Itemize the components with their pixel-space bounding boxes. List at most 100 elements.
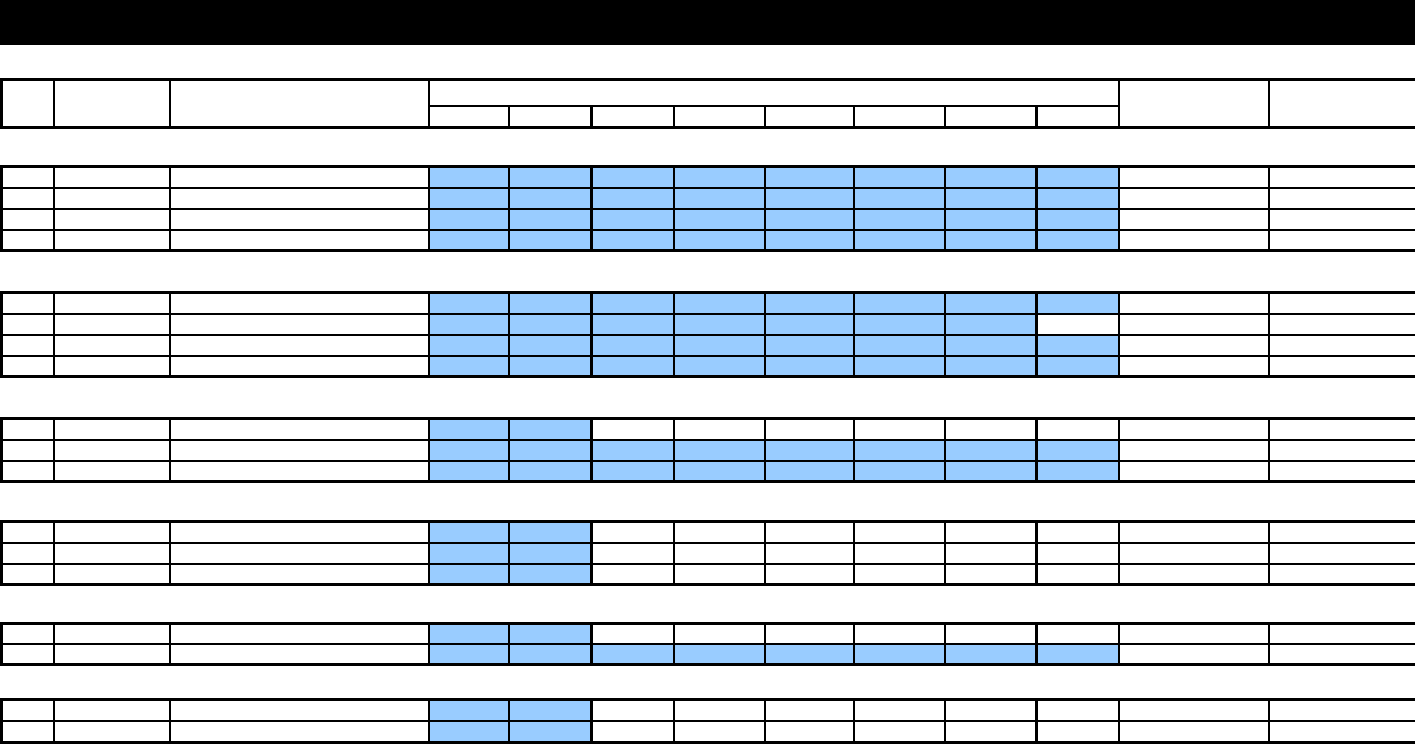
gantt-bar-cell bbox=[427, 438, 510, 462]
status-cell bbox=[1117, 312, 1270, 336]
status-cell bbox=[1117, 541, 1270, 565]
task-name-cell bbox=[52, 562, 171, 586]
notes-cell bbox=[1267, 186, 1415, 210]
gantt-bar-cell bbox=[590, 333, 675, 357]
gantt-bar-cell bbox=[427, 333, 510, 357]
notes-cell bbox=[1267, 291, 1415, 315]
schedule-section-1 bbox=[0, 165, 1415, 252]
gantt-empty-cell bbox=[672, 622, 766, 645]
gantt-empty-cell bbox=[943, 622, 1038, 645]
task-description-cell bbox=[168, 643, 430, 666]
task-row bbox=[0, 720, 1415, 744]
header-period-1 bbox=[427, 104, 510, 129]
gantt-bar-cell bbox=[507, 228, 593, 252]
gantt-bar-cell bbox=[427, 520, 510, 544]
task-row bbox=[0, 622, 1415, 645]
gantt-bar-cell bbox=[590, 228, 675, 252]
row-number-cell bbox=[0, 207, 55, 231]
task-description-cell bbox=[168, 354, 430, 378]
notes-cell bbox=[1267, 562, 1415, 586]
task-name-cell bbox=[52, 541, 171, 565]
gantt-bar-cell bbox=[763, 165, 855, 189]
gantt-bar-cell bbox=[852, 312, 946, 336]
header-period-7 bbox=[943, 104, 1038, 129]
gantt-bar-cell bbox=[763, 312, 855, 336]
gantt-empty-cell bbox=[943, 562, 1038, 586]
row-number-cell bbox=[0, 698, 55, 722]
gantt-bar-cell bbox=[943, 459, 1038, 483]
gantt-empty-cell bbox=[943, 520, 1038, 544]
gantt-bar-cell bbox=[943, 207, 1038, 231]
gantt-bar-cell bbox=[763, 459, 855, 483]
gantt-empty-cell bbox=[943, 541, 1038, 565]
gantt-empty-cell bbox=[852, 520, 946, 544]
header-period-2 bbox=[507, 104, 593, 129]
status-cell bbox=[1117, 438, 1270, 462]
schedule-section-2 bbox=[0, 291, 1415, 378]
task-name-cell bbox=[52, 291, 171, 315]
gantt-empty-cell bbox=[763, 622, 855, 645]
status-cell bbox=[1117, 186, 1270, 210]
gantt-bar-cell bbox=[672, 186, 766, 210]
header-right-column-2 bbox=[1267, 78, 1415, 129]
task-row bbox=[0, 562, 1415, 586]
gantt-bar-cell bbox=[763, 643, 855, 666]
task-description-cell bbox=[168, 333, 430, 357]
gantt-bar-cell bbox=[427, 562, 510, 586]
row-number-cell bbox=[0, 459, 55, 483]
task-name-cell bbox=[52, 622, 171, 645]
status-cell bbox=[1117, 459, 1270, 483]
gantt-bar-cell bbox=[427, 622, 510, 645]
task-description-cell bbox=[168, 698, 430, 722]
gantt-bar-cell bbox=[672, 291, 766, 315]
gantt-empty-cell bbox=[672, 562, 766, 586]
row-number-cell bbox=[0, 291, 55, 315]
gantt-empty-cell bbox=[590, 698, 675, 722]
status-cell bbox=[1117, 562, 1270, 586]
status-cell bbox=[1117, 354, 1270, 378]
gantt-bar-cell bbox=[590, 165, 675, 189]
gantt-bar-cell bbox=[507, 643, 593, 666]
row-number-cell bbox=[0, 720, 55, 744]
gantt-empty-cell bbox=[943, 417, 1038, 441]
status-cell bbox=[1117, 207, 1270, 231]
gantt-bar-cell bbox=[1035, 643, 1120, 666]
gantt-bar-cell bbox=[763, 438, 855, 462]
gantt-bar-cell bbox=[672, 312, 766, 336]
gantt-bar-cell bbox=[427, 720, 510, 744]
gantt-bar-cell bbox=[943, 186, 1038, 210]
gantt-bar-cell bbox=[427, 165, 510, 189]
task-description-cell bbox=[168, 207, 430, 231]
gantt-bar-cell bbox=[672, 354, 766, 378]
gantt-bar-cell bbox=[1035, 354, 1120, 378]
gantt-bar-cell bbox=[763, 228, 855, 252]
task-row bbox=[0, 165, 1415, 189]
task-description-cell bbox=[168, 291, 430, 315]
notes-cell bbox=[1267, 459, 1415, 483]
gantt-bar-cell bbox=[943, 438, 1038, 462]
task-description-cell bbox=[168, 622, 430, 645]
notes-cell bbox=[1267, 541, 1415, 565]
gantt-empty-cell bbox=[590, 520, 675, 544]
header-period-6 bbox=[852, 104, 946, 129]
gantt-bar-cell bbox=[852, 643, 946, 666]
task-name-cell bbox=[52, 228, 171, 252]
row-number-cell bbox=[0, 622, 55, 645]
gantt-empty-cell bbox=[852, 562, 946, 586]
gantt-empty-cell bbox=[590, 417, 675, 441]
header-gantt-period-group bbox=[427, 78, 1120, 107]
gantt-bar-cell bbox=[943, 354, 1038, 378]
task-description-cell bbox=[168, 417, 430, 441]
gantt-bar-cell bbox=[852, 186, 946, 210]
gantt-bar-cell bbox=[943, 291, 1038, 315]
schedule-section-6 bbox=[0, 698, 1415, 744]
notes-cell bbox=[1267, 417, 1415, 441]
row-number-cell bbox=[0, 562, 55, 586]
status-cell bbox=[1117, 291, 1270, 315]
header-period-4 bbox=[672, 104, 766, 129]
gantt-bar-cell bbox=[427, 643, 510, 666]
gantt-bar-cell bbox=[1035, 291, 1120, 315]
status-cell bbox=[1117, 228, 1270, 252]
task-name-cell bbox=[52, 520, 171, 544]
